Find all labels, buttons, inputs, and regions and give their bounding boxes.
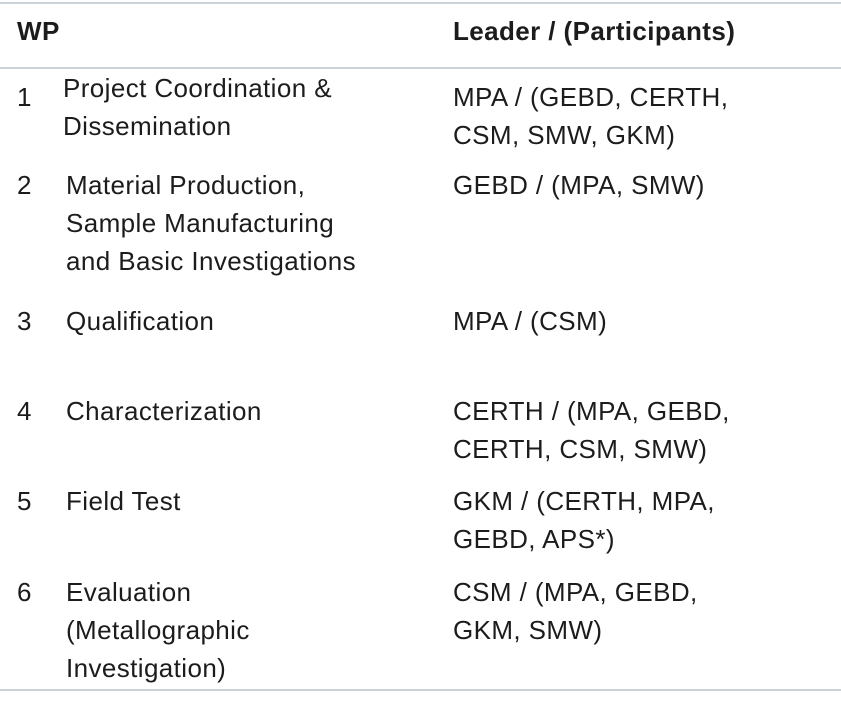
title-line: and Basic Investigations [66,246,356,276]
leader-line: CERTH / (MPA, GEBD, [453,396,730,426]
bottom-rule [0,689,841,691]
leader-line: GKM / (CERTH, MPA, [453,486,715,516]
wp-title: Field Test [66,482,181,520]
leader-line: MPA / (CSM) [453,306,608,336]
title-line: Field Test [66,486,181,516]
wp-number: 1 [17,82,32,112]
wp-leader: MPA / (GEBD, CERTH, CSM, SMW, GKM) [453,78,728,154]
wp-leader: GEBD / (MPA, SMW) [453,166,705,204]
leader-line: GEBD, APS*) [453,524,615,554]
wp-leader: MPA / (CSM) [453,302,607,340]
title-line: (Metallographic [66,615,250,645]
wp-number: 6 [17,577,32,607]
wp-title: Material Production, Sample Manufacturing… [66,166,356,280]
leader-line: CERTH, CSM, SMW) [453,434,708,464]
header-rule [0,67,841,69]
wp-leader: CSM / (MPA, GEBD, GKM, SMW) [453,573,698,649]
wp-leader: CERTH / (MPA, GEBD, CERTH, CSM, SMW) [453,392,730,468]
wp-number: 2 [17,170,32,200]
wp-number: 3 [17,306,32,336]
title-line: Material Production, [66,170,306,200]
leader-line: CSM, SMW, GKM) [453,120,676,150]
wp-title: Project Coordination & Dissemination [63,69,332,145]
title-line: Qualification [66,306,215,336]
header-wp: WP [17,16,60,46]
title-line: Characterization [66,396,262,426]
header-leader: Leader / (Participants) [453,16,736,46]
wp-number: 4 [17,396,32,426]
leader-line: CSM / (MPA, GEBD, [453,577,698,607]
leader-line: GKM, SMW) [453,615,603,645]
title-line: Sample Manufacturing [66,208,335,238]
title-line: Project Coordination & [63,73,332,103]
leader-line: MPA / (GEBD, CERTH, [453,82,729,112]
wp-title: Evaluation (Metallographic Investigation) [66,573,250,687]
title-line: Dissemination [63,111,232,141]
title-line: Evaluation [66,577,192,607]
title-line: Investigation) [66,653,227,683]
wp-number: 5 [17,486,32,516]
wp-leader: GKM / (CERTH, MPA, GEBD, APS*) [453,482,715,558]
leader-line: GEBD / (MPA, SMW) [453,170,705,200]
top-rule [0,2,841,4]
wp-title: Characterization [66,392,262,430]
wp-title: Qualification [66,302,214,340]
